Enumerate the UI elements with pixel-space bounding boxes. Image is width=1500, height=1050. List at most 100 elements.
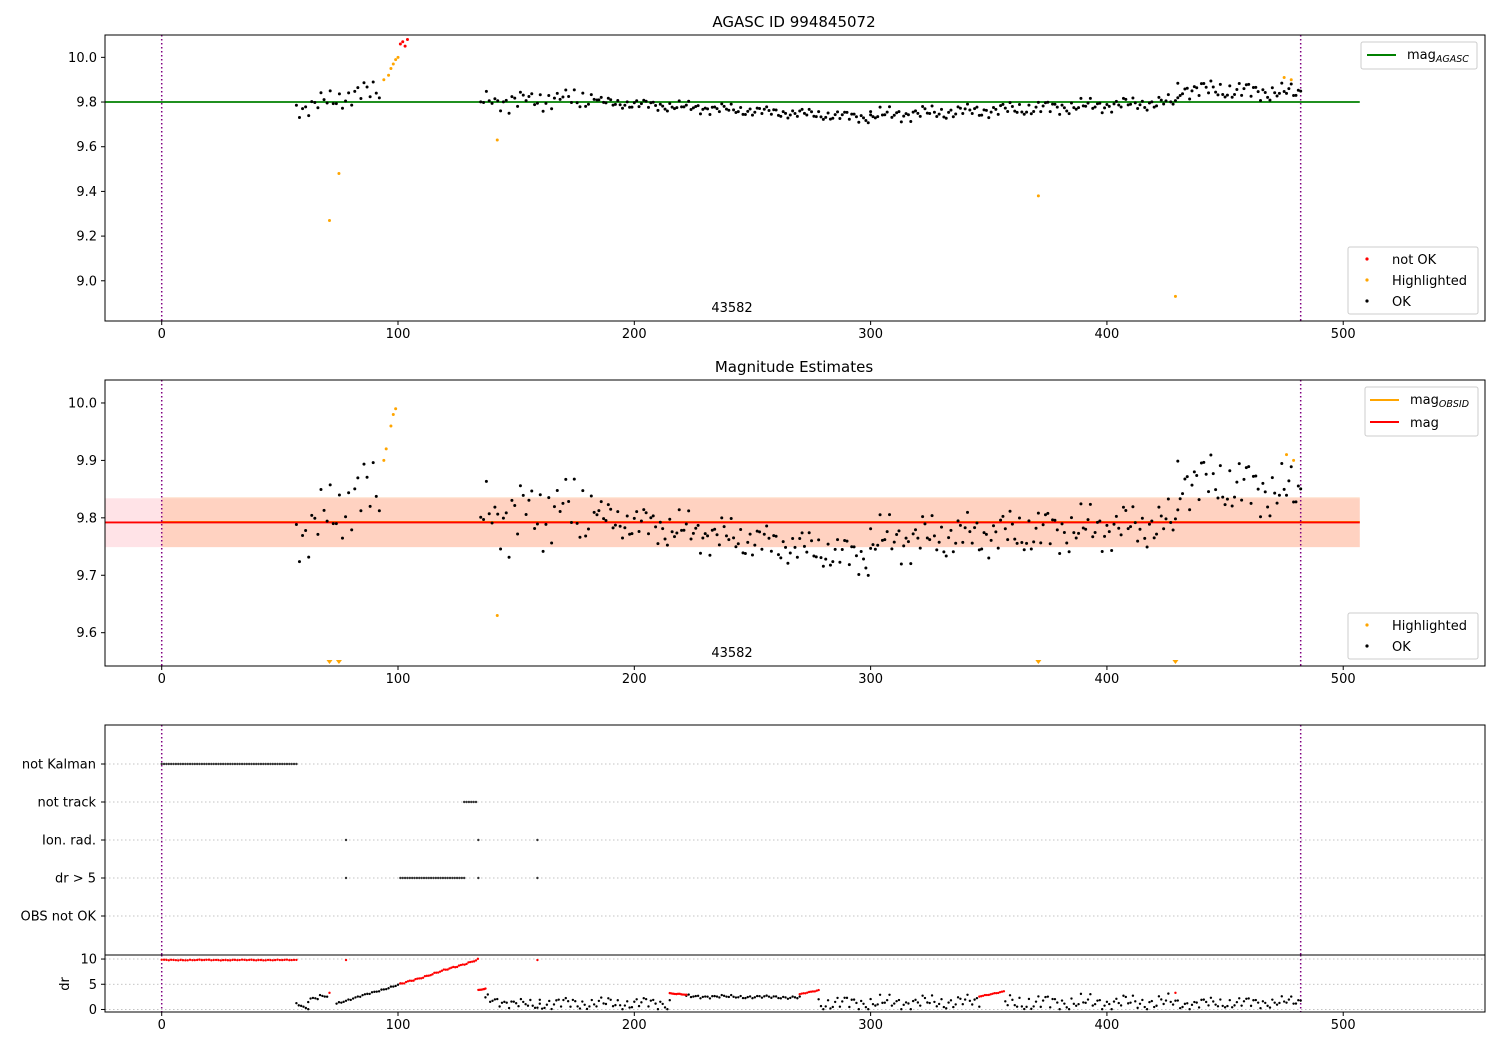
ok-point (297, 560, 301, 564)
ok-point (1133, 101, 1137, 105)
ok-point (1249, 501, 1253, 505)
ok-point (672, 107, 676, 111)
ok-point (1129, 102, 1133, 106)
dr-flagged-point (290, 958, 293, 962)
ok-point (644, 99, 648, 103)
ok-point (909, 119, 913, 123)
ok-point (989, 538, 993, 542)
ok-point (732, 108, 736, 112)
ok-point (516, 104, 520, 108)
legend-highlighted-label: Highlighted (1392, 274, 1467, 289)
dr-ok-point (1264, 1001, 1267, 1005)
dr-ok-point (973, 998, 976, 1001)
dr-plot-frame (104, 954, 1486, 1013)
ok-point (1289, 465, 1293, 469)
ok-point (746, 109, 750, 113)
ok-point (1145, 108, 1149, 112)
ok-point (307, 555, 311, 559)
ok-point (767, 536, 771, 540)
ok-point (724, 534, 728, 538)
dr-ok-point (1112, 1000, 1116, 1003)
dr-ok-point (966, 993, 969, 996)
ok-point (909, 562, 913, 566)
dr-flagged-point (181, 958, 185, 962)
ok-point (663, 107, 667, 111)
ok-point (606, 96, 610, 100)
ok-point (956, 519, 960, 523)
ok-point (1069, 516, 1073, 520)
ok-point (294, 103, 298, 107)
ok-point (958, 523, 962, 527)
dr-ok-point (621, 1008, 624, 1011)
dr-ok-point (902, 1003, 905, 1007)
ok-point (1292, 93, 1296, 97)
dr-ok-point (595, 1005, 598, 1008)
ok-point (696, 104, 700, 108)
flag-point (200, 762, 204, 766)
ok-point (618, 524, 622, 528)
ok-point (1025, 541, 1029, 545)
flag-point (408, 876, 412, 880)
ok-point (1079, 502, 1083, 506)
ok-point (1287, 87, 1291, 91)
dr-ok-point (637, 1004, 641, 1008)
ok-point (784, 545, 788, 549)
dr-ok-point (1160, 998, 1163, 1001)
ok-point (706, 107, 710, 111)
dr-flagged-point (184, 959, 187, 962)
ok-point (1211, 472, 1215, 476)
ok-point (961, 112, 965, 116)
ok-point (1017, 516, 1021, 520)
dr-flagged-point (273, 958, 277, 962)
dr-flagged-point (685, 993, 688, 996)
dr-ok-point (1056, 1001, 1059, 1004)
dr-ok-point (590, 998, 593, 1002)
dr-ok-point (692, 995, 695, 998)
ok-point (996, 112, 1000, 116)
ok-point (928, 538, 932, 542)
ok-point (1214, 90, 1218, 94)
ok-point (743, 113, 747, 117)
ok-point (365, 85, 369, 89)
dr-ok-point (1186, 1002, 1189, 1005)
x-tick-label: 500 (1331, 672, 1356, 687)
ok-point (365, 475, 369, 479)
ok-point (575, 101, 579, 105)
dr-ok-point (1152, 1005, 1156, 1009)
ok-point (675, 106, 679, 110)
x-tick-label: 300 (858, 1018, 883, 1033)
dr-ok-point (1108, 1002, 1111, 1006)
ok-point (776, 553, 780, 557)
dr-ok-point (855, 1001, 858, 1005)
ok-point (897, 110, 901, 114)
dr-flagged-point (179, 958, 182, 962)
ok-point (501, 516, 505, 520)
not-ok-point (398, 42, 402, 46)
dr-ok-point (507, 1006, 511, 1010)
dr-ok-point (1136, 1006, 1139, 1010)
dr-ok-point (555, 999, 558, 1002)
ok-point (753, 110, 757, 114)
dr-ok-point (758, 994, 761, 998)
dr-ok-point (1261, 1000, 1265, 1003)
dr-ok-point (949, 999, 953, 1002)
ok-point (524, 513, 528, 517)
highlighted-point (327, 218, 331, 222)
legend-mag-label: mag (1410, 416, 1439, 431)
flag-point (453, 876, 456, 880)
ok-point (1235, 88, 1239, 92)
ok-point (760, 112, 764, 116)
ok-point (325, 101, 329, 105)
ok-point (533, 103, 537, 107)
ok-point (769, 112, 773, 116)
ok-point (670, 530, 674, 534)
dr-flagged-point (408, 979, 412, 982)
ok-point (564, 477, 568, 481)
dr-ok-point (340, 1001, 343, 1004)
dr-ok-point (874, 1004, 877, 1007)
dr-ok-point (666, 1008, 669, 1011)
dr-flagged-point (203, 958, 206, 962)
ok-point (1152, 536, 1156, 540)
flag-point (422, 876, 426, 880)
ok-point (301, 534, 305, 538)
